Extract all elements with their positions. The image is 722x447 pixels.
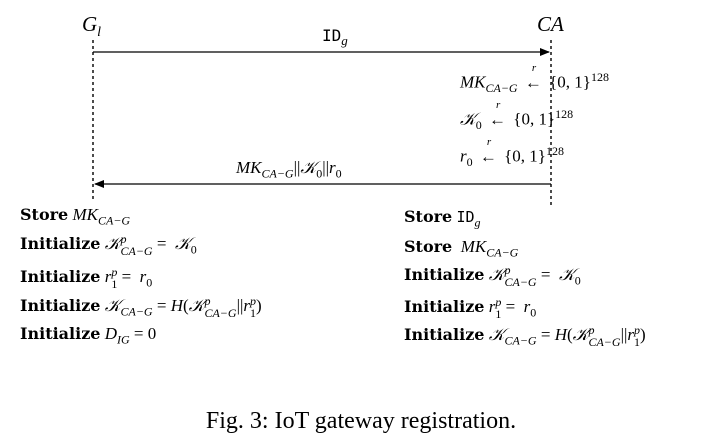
- ca-action-store-mk: Store MKCA−G: [404, 237, 519, 260]
- ca-action-store-id: Store IDg: [404, 207, 481, 230]
- gateway-action-init-d: Initialize DIG = 0: [20, 324, 157, 347]
- ca-action-init-k: Initialize 𝒦CA−G = H(𝒦 p CA−G ||r p 1): [404, 323, 646, 349]
- ca-generate-mk: MKCA−G ← r {0, 1}128: [460, 61, 609, 96]
- figure-caption: Fig. 3: IoT gateway registration.: [205, 408, 517, 434]
- ca-generate-r0: r0 ← r {0, 1}128: [460, 135, 564, 170]
- gateway-action-init-k: Initialize 𝒦CA−G = H(𝒦 p CA−G ||r p 1): [20, 294, 262, 320]
- ca-generate-k0: 𝒦0 ← r {0, 1}128: [460, 98, 574, 133]
- gateway-action-store-mk: Store MKCA−G: [20, 205, 131, 228]
- ca-label: CA: [537, 12, 564, 36]
- message-label-id: IDg: [322, 26, 348, 49]
- message-label-keys: MKCA−G||𝒦0||r0: [236, 158, 342, 181]
- gateway-label: Gl: [82, 12, 102, 41]
